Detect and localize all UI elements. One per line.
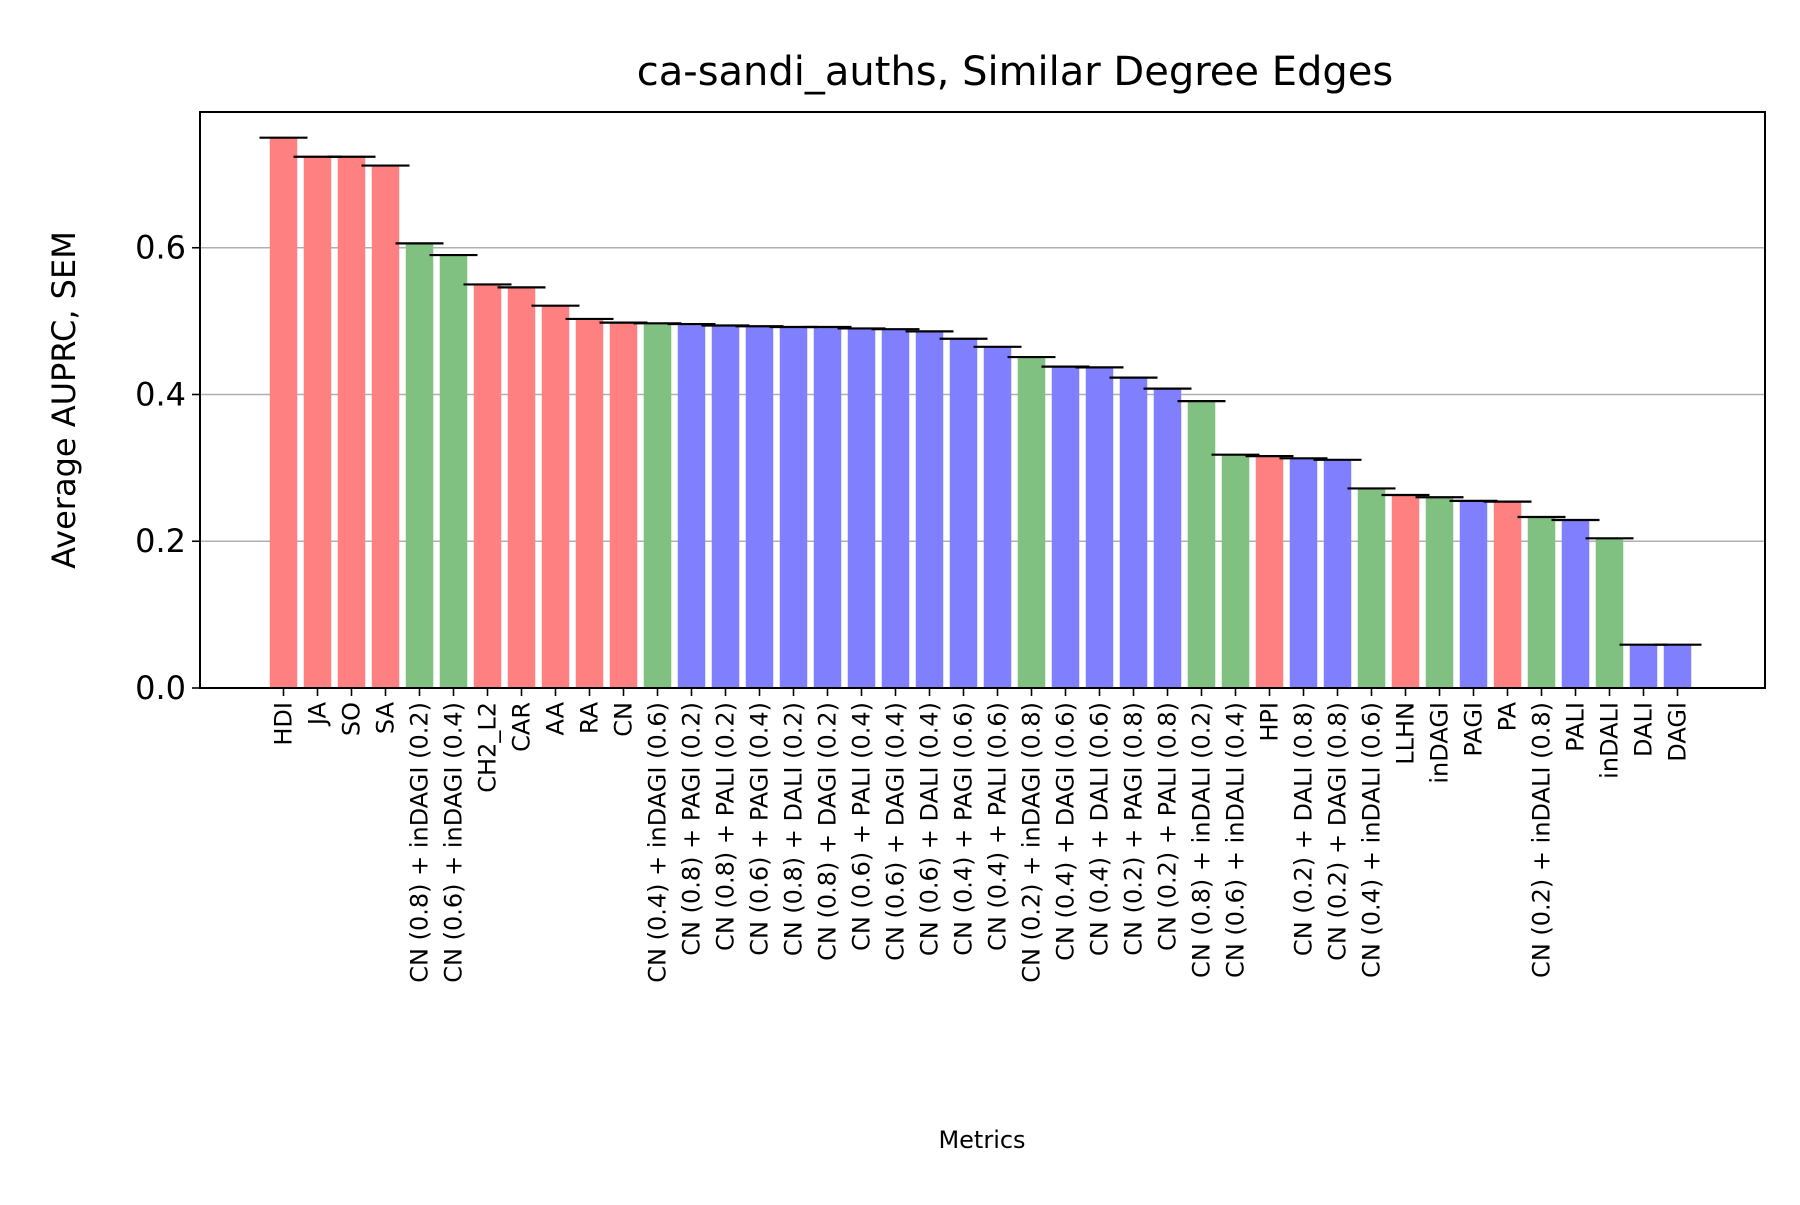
- bar: [1323, 459, 1352, 688]
- x-tick-label: PAGI: [1460, 702, 1488, 757]
- x-tick-label: CN (0.2) + PAGI (0.8): [1120, 702, 1148, 956]
- x-tick-label: CN (0.6) + inDALI (0.4): [1222, 702, 1250, 978]
- x-tick-label: CN (0.6) + inDAGI (0.4): [440, 702, 468, 983]
- bar: [541, 305, 570, 688]
- y-axis-label: Average AUPRC, SEM: [45, 231, 83, 569]
- x-tick-label: CN (0.4) + DALI (0.6): [1086, 702, 1114, 956]
- bar: [337, 156, 366, 689]
- x-tick-label: inDALI: [1596, 702, 1624, 779]
- x-tick-label: CN (0.4) + PAGI (0.6): [950, 702, 978, 956]
- bar: [609, 322, 638, 688]
- bar: [1425, 497, 1454, 688]
- x-tick-label: HDI: [270, 702, 298, 746]
- bar: [1561, 519, 1590, 688]
- x-tick-label: HPI: [1256, 702, 1284, 742]
- bar: [439, 255, 468, 688]
- y-axis-ticks: 0.0 0.2 0.4 0.6: [135, 229, 200, 707]
- y-tick-label: 0.2: [135, 522, 186, 560]
- x-tick-label: CN (0.6) + PAGI (0.4): [746, 702, 774, 956]
- bar: [1357, 488, 1386, 688]
- y-tick-label: 0.0: [135, 669, 186, 707]
- x-tick-label: RA: [576, 701, 604, 734]
- bar: [677, 324, 706, 688]
- x-tick-label: SA: [372, 701, 400, 734]
- x-tick-label: CN (0.6) + DAGI (0.4): [882, 702, 910, 961]
- x-tick-label: CN (0.8) + PALI (0.2): [712, 702, 740, 951]
- bar: [303, 156, 332, 689]
- x-tick-label: PA: [1494, 701, 1522, 731]
- x-tick-label: PALI: [1562, 702, 1590, 752]
- bar: [1629, 644, 1658, 688]
- bar: [575, 318, 604, 688]
- x-tick-label: CN (0.8) + inDAGI (0.2): [406, 702, 434, 983]
- bar: [1119, 377, 1148, 688]
- x-tick-label: LLHN: [1392, 702, 1420, 765]
- bar-layer: [269, 137, 1692, 689]
- x-tick-label: DALI: [1630, 702, 1658, 757]
- plot-frame: [199, 111, 1766, 689]
- bar: [269, 137, 298, 689]
- x-tick-label: CN (0.4) + DAGI (0.6): [1052, 702, 1080, 961]
- x-tick-label: CN (0.8) + DALI (0.2): [780, 702, 808, 956]
- bar: [507, 287, 536, 688]
- bar: [847, 328, 876, 688]
- x-tick-label: CN (0.8) + DAGI (0.2): [814, 702, 842, 961]
- bar: [949, 338, 978, 688]
- x-tick-label: CN (0.6) + PALI (0.4): [848, 702, 876, 951]
- x-tick-label: JA: [304, 701, 332, 727]
- bar: [643, 323, 672, 688]
- bar: [1527, 517, 1556, 688]
- x-tick-label: CN (0.8) + inDALI (0.2): [1188, 702, 1216, 978]
- x-axis-ticks: HDI JA SO SA CN (0.8) + inDAGI (0.2) CN (0.6)…: [270, 688, 1692, 983]
- bar: [1663, 644, 1692, 688]
- x-tick-label: CN (0.2) + DAGI (0.8): [1324, 702, 1352, 961]
- bar: [473, 284, 502, 688]
- bar: [1153, 388, 1182, 688]
- bar: [983, 346, 1012, 688]
- x-tick-label: CN (0.4) + PALI (0.6): [984, 702, 1012, 951]
- x-tick-label: CN (0.6) + DALI (0.4): [916, 702, 944, 956]
- x-tick-label: CN (0.4) + inDALI (0.6): [1358, 702, 1386, 978]
- bar: [371, 165, 400, 688]
- bar: [1255, 456, 1284, 688]
- x-tick-label: inDAGI: [1426, 702, 1454, 784]
- x-tick-label: DAGI: [1664, 702, 1692, 762]
- bar: [915, 331, 944, 688]
- x-tick-label: CN (0.2) + PALI (0.8): [1154, 702, 1182, 951]
- x-tick-label: CAR: [508, 702, 536, 752]
- x-tick-label: SO: [338, 702, 366, 736]
- bar: [1221, 454, 1250, 688]
- y-tick-label: 0.4: [135, 375, 186, 413]
- x-tick-label: AA: [542, 701, 570, 735]
- x-tick-label: CN (0.2) + inDALI (0.8): [1528, 702, 1556, 978]
- x-tick-label: CH2_L2: [474, 702, 502, 793]
- bar: [1595, 538, 1624, 688]
- chart-title: ca-sandi_auths, Similar Degree Edges: [637, 49, 1393, 95]
- bar: [813, 326, 842, 688]
- bar: [1289, 458, 1318, 688]
- bar: [1085, 367, 1114, 688]
- bar: [881, 329, 910, 688]
- bar: [1391, 495, 1420, 688]
- x-tick-label: CN (0.2) + inDAGI (0.8): [1018, 702, 1046, 983]
- bar: [1187, 401, 1216, 688]
- x-tick-label: CN (0.4) + inDAGI (0.6): [644, 702, 672, 983]
- bar: [1493, 501, 1522, 688]
- error-bar-layer: [259, 136, 1702, 646]
- x-axis-label: Metrics: [938, 1126, 1025, 1154]
- bar: [779, 326, 808, 688]
- x-tick-label: CN (0.2) + DALI (0.8): [1290, 702, 1318, 956]
- bar: [405, 243, 434, 688]
- x-tick-label: CN (0.8) + PAGI (0.2): [678, 702, 706, 956]
- bar: [745, 326, 774, 688]
- y-tick-label: 0.6: [135, 229, 186, 267]
- bar: [1017, 357, 1046, 688]
- bar: [1051, 366, 1080, 688]
- x-tick-label: CN: [610, 702, 638, 737]
- bar: [711, 325, 740, 688]
- bar: [1459, 500, 1488, 688]
